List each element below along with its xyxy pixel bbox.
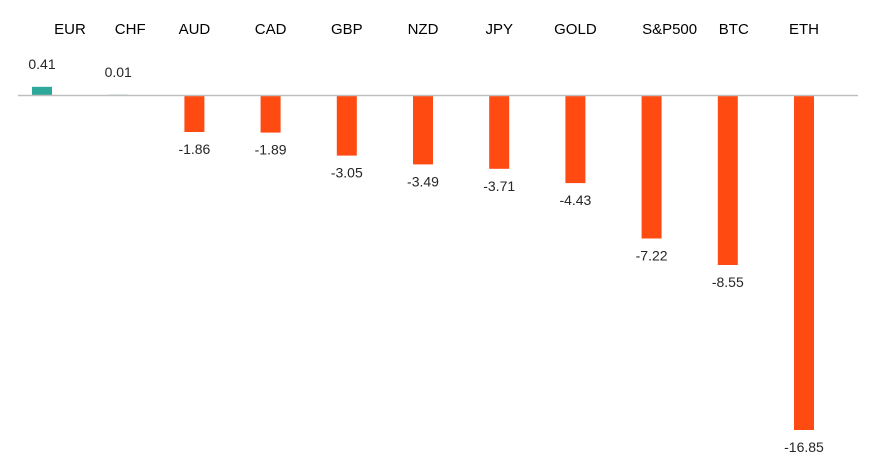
category-label-aud: AUD: [179, 21, 211, 38]
category-labels-group: EUR CHF AUD CAD GBP NZD JPY GOLD S&P500 BTC ETH: [54, 21, 819, 38]
data-labels-group: 0.41 0.01 -1.86 -1.89 -3.05 -3.49 -3.71 -4.43 -7…: [28, 56, 824, 455]
bar-eth: [794, 95, 814, 430]
bar-eur: [32, 86, 52, 95]
data-label-chf: 0.01: [105, 64, 132, 80]
data-label-cad: -1.89: [255, 142, 287, 158]
category-label-eur: EUR: [54, 21, 86, 38]
bar-gbp: [336, 95, 357, 156]
bar-aud: [184, 95, 205, 132]
data-label-gbp: -3.05: [331, 165, 363, 181]
bar-btc: [717, 95, 738, 265]
data-label-gold: -4.43: [559, 192, 591, 208]
category-label-eth: ETH: [789, 21, 819, 38]
category-label-jpy: JPY: [485, 21, 513, 38]
bar-cad: [260, 95, 281, 133]
bar-nzd: [413, 95, 433, 165]
data-label-eth: -16.85: [784, 439, 824, 455]
bar-sandp500: [641, 95, 662, 239]
data-label-nzd: -3.49: [407, 173, 439, 189]
category-label-cad: CAD: [255, 21, 287, 38]
data-label-aud: -1.86: [178, 141, 210, 157]
category-label-sandp500: S&P500: [642, 21, 697, 38]
category-label-chf: CHF: [115, 21, 146, 38]
data-label-btc: -8.55: [712, 274, 744, 290]
data-label-eur: 0.41: [28, 56, 55, 72]
category-label-gbp: GBP: [331, 21, 363, 38]
category-label-btc: BTC: [719, 21, 749, 38]
category-label-gold: GOLD: [554, 21, 597, 38]
bar-gold: [565, 95, 586, 184]
category-label-nzd: NZD: [408, 21, 439, 38]
bar-jpy: [489, 95, 510, 169]
data-label-jpy: -3.71: [483, 178, 515, 194]
bars-group: [32, 86, 814, 430]
data-label-sandp500: -7.22: [636, 248, 668, 264]
